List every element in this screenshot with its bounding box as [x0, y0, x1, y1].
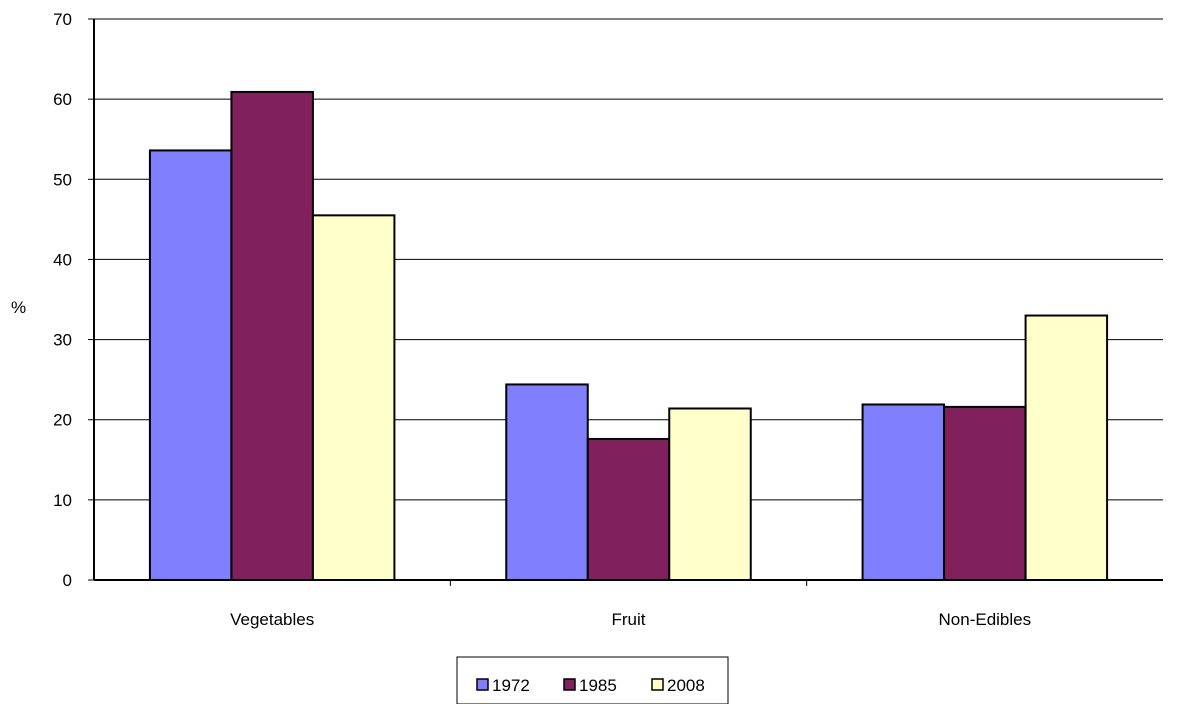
- y-tick-label: 0: [63, 571, 72, 590]
- bars: [148, 90, 1109, 582]
- legend-swatch: [651, 678, 664, 691]
- x-tick-labels: Vegetables Fruit Non-Edibles: [230, 580, 1031, 629]
- legend-label: 1985: [579, 676, 617, 695]
- axes: [93, 19, 1163, 581]
- y-tick-labels: 0 10 20 30 40 50 60 70: [53, 10, 72, 590]
- y-axis-label: %: [11, 298, 26, 317]
- y-tick-label: 50: [53, 170, 72, 189]
- x-tick-label: Non-Edibles: [939, 610, 1032, 629]
- y-tick-label: 20: [53, 411, 72, 430]
- bar: [148, 149, 233, 581]
- bar: [311, 214, 396, 581]
- bar: [943, 405, 1027, 581]
- bar: [1024, 314, 1109, 581]
- bar: [668, 407, 752, 581]
- y-tick-label: 60: [53, 90, 72, 109]
- legend-swatch: [476, 678, 489, 691]
- bar: [230, 90, 314, 582]
- legend: 1972 1985 2008: [456, 656, 729, 704]
- x-tick-label: Vegetables: [230, 610, 314, 629]
- x-tick-label: Fruit: [612, 610, 646, 629]
- bar: [505, 383, 589, 581]
- y-tick-label: 30: [53, 331, 72, 350]
- y-tick-label: 70: [53, 10, 72, 29]
- y-tick-label: 10: [53, 491, 72, 510]
- legend-frame: [456, 656, 729, 704]
- legend-swatch: [563, 678, 576, 691]
- legend-label: 2008: [667, 676, 705, 695]
- bar: [586, 437, 671, 581]
- legend-label: 1972: [492, 676, 530, 695]
- bar: [861, 403, 946, 582]
- y-tick-label: 40: [53, 250, 72, 269]
